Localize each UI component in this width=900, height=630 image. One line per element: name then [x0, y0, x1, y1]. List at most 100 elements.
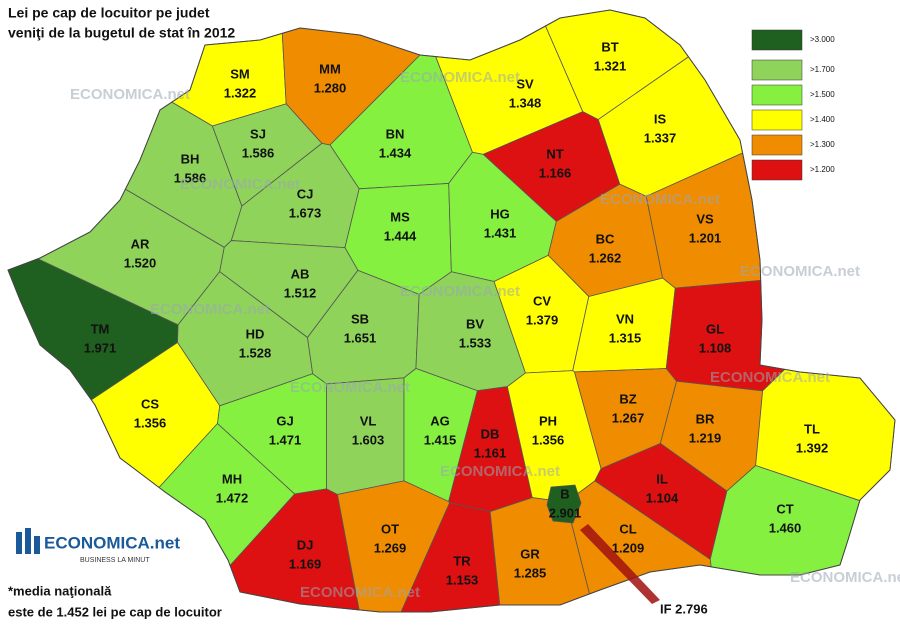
- county-code: AR: [131, 236, 150, 251]
- county-value: 1.528: [239, 345, 272, 360]
- county-value: 1.971: [84, 340, 117, 355]
- county-code: BZ: [619, 391, 636, 406]
- county-value: 1.108: [699, 340, 732, 355]
- county-value: 1.269: [374, 540, 407, 555]
- county-value: 1.431: [484, 225, 517, 240]
- county-value: 1.337: [644, 130, 677, 145]
- county-value: 1.651: [344, 330, 377, 345]
- county-code: MS: [390, 209, 410, 224]
- county-code: IS: [654, 111, 667, 126]
- county-value: 1.533: [459, 335, 492, 350]
- county-code: TR: [453, 553, 471, 568]
- legend-swatch: [751, 159, 803, 181]
- county-code: HD: [246, 326, 265, 341]
- county-value: 1.472: [216, 490, 249, 505]
- county-value: 1.512: [284, 285, 317, 300]
- county-code: BC: [596, 231, 615, 246]
- county-code: HG: [490, 206, 510, 221]
- county-value: 1.520: [124, 255, 157, 270]
- logo: ECONOMICA.net BUSINESS LA MINUT: [16, 528, 180, 564]
- legend-label: >1.400: [810, 115, 835, 124]
- county-value: 1.169: [289, 556, 322, 571]
- watermark: ECONOMICA.net: [440, 463, 560, 480]
- county-value: 1.201: [689, 230, 722, 245]
- county-value: 1.673: [289, 205, 322, 220]
- county-code: MH: [222, 471, 242, 486]
- legend-swatch: [751, 134, 803, 156]
- county-code: MM: [319, 61, 341, 76]
- county-code: GJ: [276, 413, 293, 428]
- county-value: 1.161: [474, 445, 507, 460]
- county-code: GR: [520, 546, 540, 561]
- logo-bar: [16, 532, 22, 554]
- county-code: IL: [656, 471, 668, 486]
- title: veniţi de la bugetul de stat în 2012: [8, 25, 235, 41]
- county-code: OT: [381, 521, 399, 536]
- county-value: 1.379: [526, 312, 559, 327]
- county-code: NT: [546, 146, 563, 161]
- legend-label: >1.700: [810, 65, 835, 74]
- legend-label: >1.300: [810, 140, 835, 149]
- county-code: BR: [696, 411, 715, 426]
- legend-swatch: [751, 29, 803, 51]
- county-code: BH: [181, 151, 200, 166]
- county-code: TM: [91, 321, 110, 336]
- county-code: BT: [601, 39, 618, 54]
- county-code: VN: [616, 311, 634, 326]
- watermark: ECONOMICA.net: [790, 569, 900, 586]
- county-value: 1.471: [269, 432, 302, 447]
- watermark: ECONOMICA.net: [180, 176, 300, 193]
- county-value: 1.104: [646, 490, 679, 505]
- county-code: SM: [230, 66, 250, 81]
- county-value: 1.219: [689, 430, 722, 445]
- county-value: 1.460: [769, 520, 802, 535]
- county-value: 1.321: [594, 58, 627, 73]
- footnote: este de 1.452 lei pe cap de locuitor: [8, 604, 222, 619]
- county-code: CV: [533, 293, 551, 308]
- legend-swatch: [751, 84, 803, 106]
- county-code: B: [560, 486, 569, 501]
- watermark: ECONOMICA.net: [710, 369, 830, 386]
- county: [546, 484, 582, 524]
- watermark: ECONOMICA.net: [400, 69, 520, 86]
- legend-label: >1.200: [810, 165, 835, 174]
- marks: SM 1.322 MM 1.280 SV 1.348 BT 1.321 IS 1.337 BH 1.5…: [70, 29, 900, 616]
- county-value: 1.356: [134, 415, 167, 430]
- county-code: SB: [351, 311, 369, 326]
- county-value: 1.392: [796, 440, 829, 455]
- logo-bar: [34, 536, 40, 554]
- callout: IF 2.796: [660, 601, 708, 616]
- logo-tagline: BUSINESS LA MINUT: [80, 557, 150, 564]
- regions: [7, 9, 896, 613]
- county-value: 1.322: [224, 85, 257, 100]
- county-value: 1.209: [612, 540, 645, 555]
- county-value: 1.280: [314, 80, 347, 95]
- county-value: 1.444: [384, 228, 417, 243]
- watermark: ECONOMICA.net: [740, 263, 860, 280]
- county-value: 1.153: [446, 572, 479, 587]
- footnote: *media naţională: [8, 583, 112, 598]
- county-code: BV: [466, 316, 484, 331]
- county-code: CS: [141, 396, 159, 411]
- legend-swatch: [751, 59, 803, 81]
- watermark: ECONOMICA.net: [600, 191, 720, 208]
- county-code: DJ: [297, 537, 314, 552]
- country-outline: [7, 9, 896, 613]
- county-code: CT: [776, 501, 793, 516]
- county-value: 1.586: [174, 170, 207, 185]
- watermark: ECONOMICA.net: [290, 379, 410, 396]
- watermark: ECONOMICA.net: [300, 584, 420, 601]
- watermark: ECONOMICA.net: [400, 283, 520, 300]
- watermark: ECONOMICA.net: [70, 86, 190, 103]
- county-value: 1.267: [612, 410, 645, 425]
- county-value: 1.586: [242, 145, 275, 160]
- county-code: DB: [481, 426, 500, 441]
- title: Lei pe cap de locuitor pe judet: [8, 5, 210, 21]
- county-value: 1.348: [509, 95, 542, 110]
- county-value: 1.434: [379, 145, 412, 160]
- legend-label: >1.500: [810, 90, 835, 99]
- county-code: VL: [360, 413, 377, 428]
- county-value: 1.285: [514, 565, 547, 580]
- county-code: CL: [619, 521, 636, 536]
